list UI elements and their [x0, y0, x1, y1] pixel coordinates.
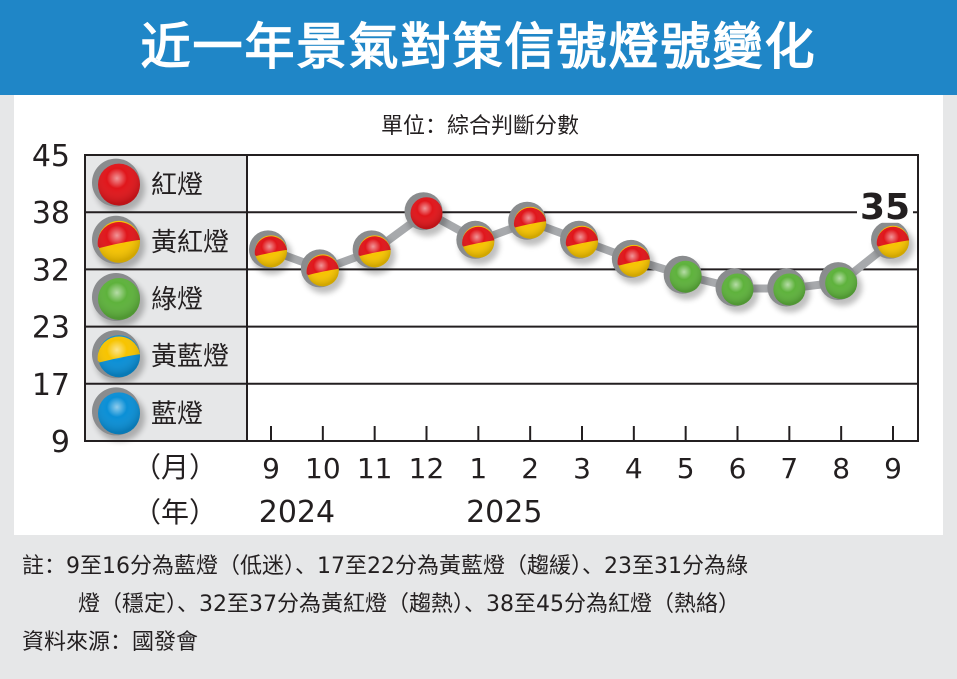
page-title: 近一年景氣對策信號燈號變化 — [0, 0, 957, 95]
data-point — [508, 201, 552, 246]
ball-shine — [566, 225, 598, 258]
ball-shine — [462, 225, 495, 258]
data-point — [663, 255, 707, 300]
plot-frame — [84, 154, 919, 442]
data-point — [715, 268, 759, 313]
data-point — [560, 220, 603, 265]
grid — [84, 154, 919, 442]
ball-shine — [358, 235, 391, 268]
y-tick-label: 17 — [32, 368, 70, 403]
ball-shine — [98, 220, 140, 263]
ball-shine — [514, 206, 547, 239]
y-tick-label: 38 — [32, 196, 70, 231]
legend-light-icon — [92, 387, 145, 442]
data-point — [767, 268, 811, 313]
ball-shine — [98, 163, 140, 206]
x-tick-label: 7 — [780, 452, 798, 485]
data-point — [352, 230, 396, 275]
legend-label: 黃紅燈 — [151, 228, 229, 258]
y-axis: 9 17 23 32 38 45 — [32, 139, 70, 460]
note-line-1: 註：9至16分為藍燈（低迷）、17至22分為黃藍燈（趨緩）、23至31分為綠 — [22, 554, 748, 579]
ball-shine — [825, 267, 858, 300]
ball-shine — [410, 197, 443, 230]
year-label: 2025 — [466, 495, 542, 530]
y-tick-label: 45 — [32, 139, 70, 174]
ball-shine — [877, 225, 909, 258]
legend-light-icon — [92, 330, 145, 385]
data-label: 35 — [860, 187, 910, 228]
ball-shine — [98, 335, 140, 378]
data-point — [611, 239, 655, 284]
notes: 註：9至16分為藍燈（低迷）、17至22分為黃藍燈（趨緩）、23至31分為綠 燈… — [22, 548, 947, 662]
x-tick-label: 2 — [521, 452, 539, 485]
legend-label: 藍燈 — [151, 399, 203, 429]
data-point — [871, 220, 914, 265]
ball-shine — [617, 244, 650, 277]
month-axis-label: （月） — [133, 451, 217, 484]
note-line-2: 燈（穩定）、32至37分為黃紅燈（趨熱）、38至45分為紅燈（熱絡） — [78, 592, 740, 617]
year-axis-label: （年） — [133, 496, 217, 529]
data-point — [300, 249, 344, 294]
legend-label: 綠燈 — [151, 285, 203, 315]
x-tick-label: 5 — [677, 452, 695, 485]
series: 35 — [249, 182, 914, 313]
x-tick-label: 12 — [409, 452, 445, 485]
ball-shine — [721, 273, 754, 306]
ball-shine — [669, 260, 702, 293]
ball-shine — [98, 392, 140, 435]
x-tick-label: 11 — [357, 452, 393, 485]
y-tick-label: 23 — [32, 311, 70, 346]
data-point — [404, 192, 448, 237]
legend-light-icon — [92, 273, 145, 327]
ball-shine — [98, 278, 140, 320]
x-tick-label: 9 — [884, 452, 902, 485]
data-point — [249, 230, 292, 275]
year-label: 2024 — [259, 495, 335, 530]
source: 資料來源：國發會 — [22, 630, 199, 655]
legend-light-icon — [92, 158, 145, 213]
unit-label: 單位：綜合判斷分數 — [381, 114, 579, 139]
ball-shine — [773, 273, 806, 306]
ball-shine — [306, 254, 339, 287]
data-point — [456, 220, 500, 265]
y-tick-label: 32 — [32, 253, 70, 288]
legend-light-icon — [92, 215, 145, 270]
data-label-bg — [857, 182, 913, 223]
x-tick-label: 4 — [625, 452, 643, 485]
x-tick-label: 8 — [832, 452, 850, 485]
legend-label: 黃藍燈 — [151, 342, 229, 372]
legend-label: 紅燈 — [151, 171, 203, 201]
x-tick-label: 3 — [573, 452, 591, 485]
x-tick-label: 1 — [469, 452, 487, 485]
x-tick-label: 10 — [305, 452, 341, 485]
data-point — [819, 262, 863, 307]
y-tick-label: 9 — [51, 425, 70, 460]
x-tick-label: 9 — [262, 452, 280, 485]
x-tick-label: 6 — [729, 452, 747, 485]
ball-shine — [255, 235, 287, 268]
